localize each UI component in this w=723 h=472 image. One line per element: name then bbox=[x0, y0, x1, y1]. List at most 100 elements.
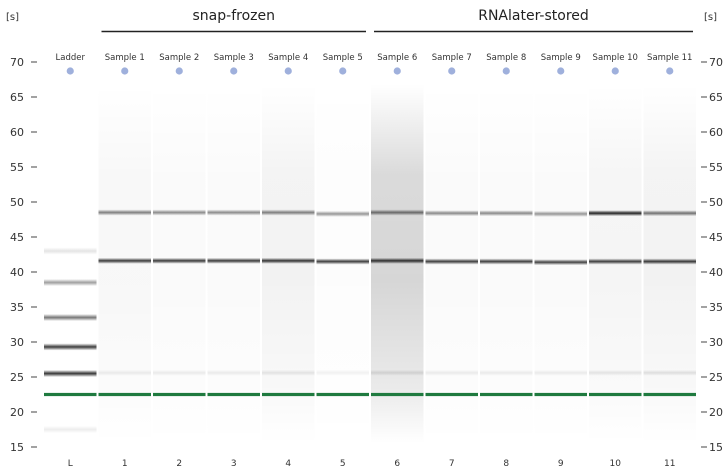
gel-band bbox=[316, 369, 369, 376]
lane-smear bbox=[208, 84, 261, 444]
left-axis-unit: [s] bbox=[6, 12, 19, 23]
gel-lane[interactable]: Ladder L bbox=[44, 53, 97, 469]
lane-number: 7 bbox=[449, 459, 455, 469]
gel-lane[interactable]: Sample 3 3 bbox=[207, 53, 261, 469]
well-dot bbox=[175, 67, 183, 75]
gel-band bbox=[44, 279, 97, 286]
gel-lane[interactable]: Sample 8 8 bbox=[480, 53, 533, 469]
gel-band bbox=[316, 258, 369, 265]
well-dot bbox=[284, 67, 292, 75]
well-dot bbox=[66, 67, 74, 75]
well-dot bbox=[339, 67, 347, 75]
gel-lane[interactable]: Sample 11 11 bbox=[643, 53, 697, 469]
gel-band bbox=[371, 257, 424, 264]
gel-band bbox=[480, 369, 533, 376]
lane-number: 4 bbox=[285, 459, 291, 469]
well-dot bbox=[393, 67, 401, 75]
left-tick-label: 15 bbox=[10, 441, 24, 454]
gel-band bbox=[207, 257, 260, 264]
left-tick-label: 45 bbox=[10, 231, 24, 244]
gel-band bbox=[44, 343, 97, 351]
lane-label: Sample 11 bbox=[647, 53, 692, 63]
lower-marker-band bbox=[44, 392, 97, 397]
right-tick-label: 15 bbox=[709, 441, 723, 454]
gel-lane[interactable]: Sample 6 6 bbox=[371, 53, 424, 469]
lower-marker-band bbox=[316, 392, 369, 397]
gel-band bbox=[643, 210, 696, 217]
well-dot bbox=[611, 67, 619, 75]
right-tick-label: 45 bbox=[709, 231, 723, 244]
lane-smear bbox=[371, 84, 424, 444]
well-dot bbox=[502, 67, 510, 75]
gel-band bbox=[643, 258, 696, 265]
gel-band bbox=[262, 209, 315, 216]
gel-band bbox=[98, 369, 151, 376]
lane-number: 8 bbox=[503, 459, 509, 469]
gel-lane[interactable]: Sample 1 1 bbox=[98, 53, 152, 469]
right-tick-label: 70 bbox=[709, 56, 723, 69]
left-tick-label: 50 bbox=[10, 196, 24, 209]
gel-band bbox=[153, 209, 206, 216]
lane-number: 3 bbox=[231, 459, 237, 469]
gel-band bbox=[480, 258, 533, 265]
left-tick-label: 20 bbox=[10, 406, 24, 419]
well-dot bbox=[121, 67, 129, 75]
right-tick-label: 55 bbox=[709, 161, 723, 174]
gel-band bbox=[480, 210, 533, 217]
gel-band bbox=[316, 210, 369, 217]
gel-band bbox=[371, 209, 424, 216]
lower-marker-band bbox=[480, 392, 533, 397]
lane-label: Sample 10 bbox=[593, 53, 638, 63]
gel-band bbox=[534, 259, 587, 266]
left-tick-label: 60 bbox=[10, 126, 24, 139]
gel-band bbox=[589, 258, 642, 265]
gel-band bbox=[207, 369, 260, 376]
gel-band bbox=[98, 257, 151, 264]
lower-marker-band bbox=[207, 392, 260, 397]
gel-band bbox=[44, 370, 97, 377]
lower-marker-band bbox=[589, 392, 642, 397]
well-dot bbox=[557, 67, 565, 75]
right-tick-label: 40 bbox=[709, 266, 723, 279]
lane-number: 11 bbox=[664, 459, 675, 469]
gel-band bbox=[98, 209, 151, 216]
left-tick-label: 25 bbox=[10, 371, 24, 384]
left-tick-label: 30 bbox=[10, 336, 24, 349]
lane-smear bbox=[153, 84, 206, 444]
gel-lane[interactable]: Sample 4 4 bbox=[262, 53, 315, 469]
left-tick-label: 65 bbox=[10, 91, 24, 104]
gel-band bbox=[207, 209, 260, 216]
right-tick-label: 35 bbox=[709, 301, 723, 314]
right-tick-label: 65 bbox=[709, 91, 723, 104]
gel-lane[interactable]: Sample 5 5 bbox=[316, 53, 370, 469]
gel-lane[interactable]: Sample 2 2 bbox=[153, 53, 206, 469]
lane-label: Sample 3 bbox=[214, 53, 254, 63]
gel-lane[interactable]: Sample 7 7 bbox=[425, 53, 479, 469]
gel-band bbox=[589, 369, 642, 376]
lane-label: Sample 8 bbox=[486, 53, 526, 63]
lower-marker-band bbox=[371, 392, 424, 397]
left-tick-label: 70 bbox=[10, 56, 24, 69]
gel-band bbox=[643, 369, 696, 376]
lane-label: Sample 6 bbox=[377, 53, 417, 63]
lower-marker-band bbox=[534, 392, 587, 397]
lane-label: Sample 4 bbox=[268, 53, 308, 63]
lane-label: Sample 1 bbox=[105, 53, 145, 63]
left-tick-label: 55 bbox=[10, 161, 24, 174]
right-axis-unit: [s] bbox=[704, 12, 717, 23]
gel-band bbox=[153, 369, 206, 376]
right-tick-label: 50 bbox=[709, 196, 723, 209]
gel-lane[interactable]: Sample 9 9 bbox=[534, 53, 588, 469]
gel-band bbox=[589, 210, 642, 217]
lane-label: Ladder bbox=[56, 53, 86, 63]
lane-number: 9 bbox=[558, 459, 564, 469]
left-tick-label: 40 bbox=[10, 266, 24, 279]
gel-lane[interactable]: Sample 10 10 bbox=[589, 53, 642, 469]
gel-band bbox=[534, 210, 587, 217]
lane-number: 5 bbox=[340, 459, 346, 469]
well-dot bbox=[230, 67, 238, 75]
gel-band bbox=[534, 369, 587, 376]
lane-label: Sample 5 bbox=[323, 53, 363, 63]
lane-number: 2 bbox=[176, 459, 182, 469]
group-label: RNAlater-stored bbox=[478, 8, 589, 24]
